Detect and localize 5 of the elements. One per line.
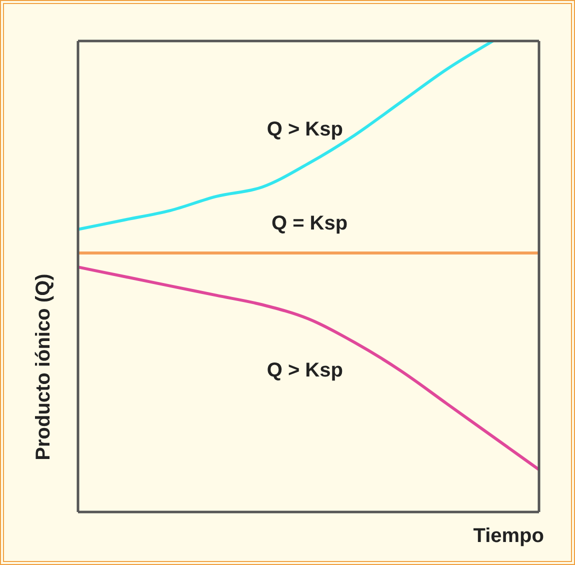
annotation: Q = Ksp	[271, 212, 348, 236]
y-axis-title: Producto iónico (Q)	[32, 273, 56, 460]
annotation: Q > Ksp	[266, 360, 343, 383]
x-axis-title: Tiempo	[473, 525, 544, 548]
annotation: Q > Ksp	[266, 118, 343, 142]
